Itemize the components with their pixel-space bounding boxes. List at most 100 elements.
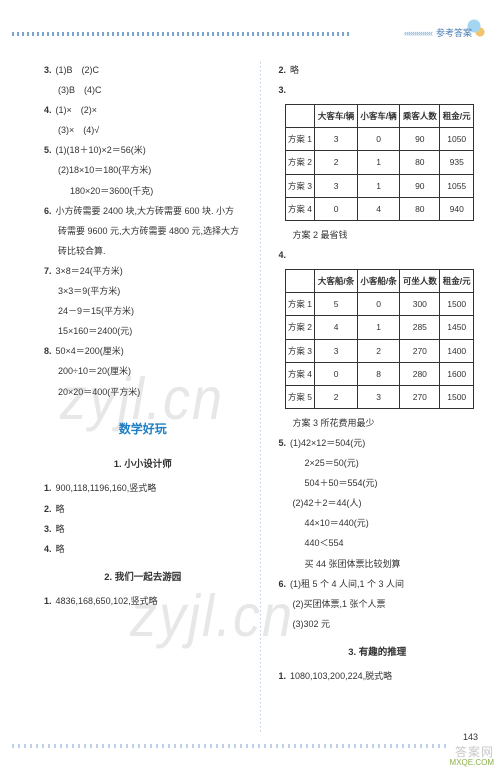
- s1-1: 1.900,118,1196,160,竖式略: [44, 480, 242, 497]
- q5-line2: (2)18×10＝180(平方米): [44, 162, 242, 179]
- td: 方案 5: [285, 385, 315, 408]
- td: 285: [400, 316, 440, 339]
- q4-line1: 4.(1)× (2)×: [44, 102, 242, 119]
- td: 90: [400, 174, 440, 197]
- s3-1: 1.1080,103,200,224,脱式略: [279, 668, 477, 685]
- text: (1)42×12＝504(元): [290, 438, 365, 448]
- r-q5c: 504＋50＝554(元): [279, 475, 477, 492]
- q3-line2: (3)B (4)C: [44, 82, 242, 99]
- q4-line2: (3)× (4)√: [44, 122, 242, 139]
- td: 1050: [440, 128, 474, 151]
- header-dots: [12, 32, 350, 36]
- table-row: 方案 40480940: [285, 197, 474, 220]
- q8-line2: 200÷10＝20(厘米): [44, 363, 242, 380]
- header-label: 参考答案: [404, 26, 472, 39]
- section-title: 数学好玩: [44, 418, 242, 441]
- text: (1)× (2)×: [56, 105, 98, 115]
- td: 940: [440, 197, 474, 220]
- s1-4: 4.略: [44, 541, 242, 558]
- td: 1400: [440, 339, 474, 362]
- s2-1: 1.4836,168,650,102,竖式略: [44, 593, 242, 610]
- td: 80: [400, 151, 440, 174]
- table-row: 方案 331901055: [285, 174, 474, 197]
- r-q5g: 买 44 张团体票比较划算: [279, 556, 477, 573]
- td: 280: [400, 362, 440, 385]
- td: 方案 4: [285, 362, 315, 385]
- td: 0: [315, 362, 357, 385]
- th: 租金/元: [440, 105, 474, 128]
- text: 略: [56, 524, 65, 534]
- table1-note: 方案 2 最省钱: [279, 227, 477, 244]
- footer-dots: [12, 744, 450, 748]
- text: (1)B (2)C: [56, 65, 100, 75]
- r-q5d: (2)42＋2＝44(人): [279, 495, 477, 512]
- td: 8: [357, 362, 399, 385]
- brand-en: MXQE.COM: [450, 759, 494, 768]
- text: 略: [56, 504, 65, 514]
- th: 租金/元: [440, 270, 474, 293]
- td: 1600: [440, 362, 474, 385]
- q6-line2: 砖需要 9600 元,大方砖需要 4800 元,选择大方: [44, 223, 242, 240]
- td: 1: [357, 151, 399, 174]
- table2-note: 方案 3 所花费用最少: [279, 415, 477, 432]
- td: 935: [440, 151, 474, 174]
- table-row: 方案 130901050: [285, 128, 474, 151]
- td: 方案 2: [285, 316, 315, 339]
- table-row: 大客车/辆 小客车/辆 乘客人数 租金/元: [285, 105, 474, 128]
- text: 略: [56, 544, 65, 554]
- text: (1)(18＋10)×2＝56(米): [56, 145, 146, 155]
- r-q6b: (2)买团体票,1 张个人票: [279, 596, 477, 613]
- q5-line3: 180×20＝3600(千克): [44, 183, 242, 200]
- q7-line2: 3×3＝9(平方米): [44, 283, 242, 300]
- td: 3: [315, 339, 357, 362]
- table-row: 方案 4082801600: [285, 362, 474, 385]
- td: 1055: [440, 174, 474, 197]
- th: 小客车/辆: [357, 105, 399, 128]
- th: 大客船/条: [315, 270, 357, 293]
- td: 300: [400, 293, 440, 316]
- td: 方案 4: [285, 197, 315, 220]
- sub-title-2: 2. 我们一起去游园: [44, 569, 242, 587]
- footer-brand: 答案网 MXQE.COM: [450, 746, 494, 768]
- td: 270: [400, 339, 440, 362]
- q7-line4: 15×160＝2400(元): [44, 323, 242, 340]
- table-1: 大客车/辆 小客车/辆 乘客人数 租金/元 方案 130901050 方案 22…: [285, 104, 475, 221]
- text: 略: [290, 65, 299, 75]
- table-row: 方案 3322701400: [285, 339, 474, 362]
- r-q5b: 2×25＝50(元): [279, 455, 477, 472]
- td: 4: [315, 316, 357, 339]
- td: 1: [357, 316, 399, 339]
- left-column: 3.(1)B (2)C (3)B (4)C 4.(1)× (2)× (3)× (…: [44, 62, 242, 732]
- r-q3: 3.: [279, 82, 477, 99]
- table-row: 方案 5232701500: [285, 385, 474, 408]
- s1-3: 3.略: [44, 521, 242, 538]
- td: 方案 3: [285, 174, 315, 197]
- td: 2: [357, 339, 399, 362]
- td: 0: [357, 293, 399, 316]
- text: 小方砖需要 2400 块,大方砖需要 600 块. 小方: [56, 206, 235, 216]
- q6-line1: 6.小方砖需要 2400 块,大方砖需要 600 块. 小方: [44, 203, 242, 220]
- td: 4: [357, 197, 399, 220]
- th: 小客船/条: [357, 270, 399, 293]
- th: 可坐人数: [400, 270, 440, 293]
- sub-title-1: 1. 小小设计师: [44, 456, 242, 474]
- r-q2: 2.略: [279, 62, 477, 79]
- r-q5a: 5.(1)42×12＝504(元): [279, 435, 477, 452]
- r-q6a: 6.(1)租 5 个 4 人间,1 个 3 人间: [279, 576, 477, 593]
- td: 方案 3: [285, 339, 315, 362]
- page-number: 143: [463, 732, 478, 742]
- q7-line1: 7.3×8＝24(平方米): [44, 263, 242, 280]
- td: 1450: [440, 316, 474, 339]
- table-2: 大客船/条 小客船/条 可坐人数 租金/元 方案 1503001500 方案 2…: [285, 269, 475, 409]
- q7-line3: 24－9＝15(平方米): [44, 303, 242, 320]
- table-row: 大客船/条 小客船/条 可坐人数 租金/元: [285, 270, 474, 293]
- td: 2: [315, 385, 357, 408]
- s1-2: 2.略: [44, 501, 242, 518]
- table-row: 方案 2412851450: [285, 316, 474, 339]
- r-q5f: 440＜554: [279, 535, 477, 552]
- td: 1500: [440, 293, 474, 316]
- th: 乘客人数: [400, 105, 440, 128]
- td: 方案 1: [285, 293, 315, 316]
- r-q6c: (3)302 元: [279, 616, 477, 633]
- td: 1500: [440, 385, 474, 408]
